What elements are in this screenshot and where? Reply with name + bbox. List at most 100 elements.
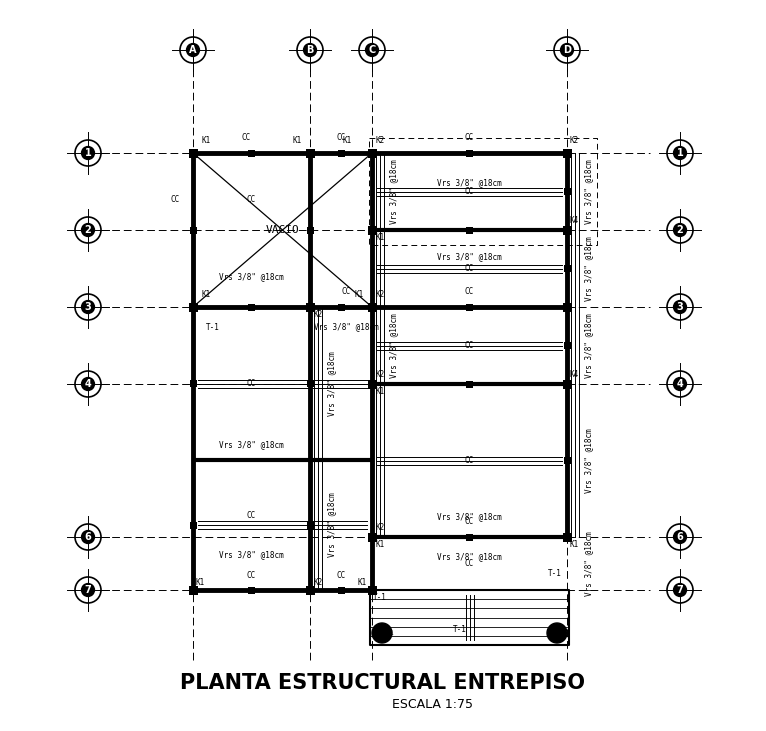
Bar	[562, 225, 571, 235]
Text: Vrs 3/8" @18cm: Vrs 3/8" @18cm	[219, 273, 284, 281]
Text: Vrs 3/8" @18cm: Vrs 3/8" @18cm	[389, 159, 398, 224]
Circle shape	[81, 300, 95, 314]
Text: VACIO: VACIO	[266, 225, 300, 235]
Bar	[564, 265, 571, 272]
Text: 2: 2	[676, 225, 683, 235]
Text: CC: CC	[247, 379, 256, 388]
Text: K1: K1	[196, 578, 205, 587]
Text: 4: 4	[676, 379, 683, 389]
Text: Vrs 3/8" @18cm: Vrs 3/8" @18cm	[584, 159, 594, 224]
Bar	[466, 227, 473, 233]
Text: K1: K1	[201, 290, 210, 299]
Circle shape	[673, 146, 687, 160]
Bar	[466, 534, 473, 540]
Circle shape	[81, 146, 95, 160]
Text: K1: K1	[375, 233, 385, 242]
Bar	[368, 225, 377, 235]
Text: K2: K2	[375, 370, 385, 379]
Text: 7: 7	[84, 585, 91, 595]
Bar	[368, 586, 377, 594]
Text: K4: K4	[570, 216, 579, 225]
Text: 2: 2	[84, 225, 91, 235]
Bar	[466, 303, 473, 311]
Text: Vrs 3/8" @18cm: Vrs 3/8" @18cm	[437, 252, 502, 261]
Text: 1: 1	[84, 148, 91, 158]
Circle shape	[303, 43, 317, 57]
Bar	[338, 150, 345, 156]
Text: CC: CC	[336, 134, 345, 143]
Text: K2: K2	[375, 136, 385, 145]
Text: CC: CC	[247, 570, 256, 580]
Bar	[306, 521, 313, 529]
Text: CC: CC	[170, 195, 179, 205]
Text: T-1: T-1	[548, 569, 562, 578]
Circle shape	[372, 623, 392, 643]
Circle shape	[186, 43, 200, 57]
Bar	[306, 303, 315, 311]
Bar	[189, 380, 197, 387]
Text: K1: K1	[201, 136, 210, 145]
Text: CC: CC	[336, 570, 345, 580]
Bar	[306, 586, 315, 594]
Text: Vrs 3/8" @18cm: Vrs 3/8" @18cm	[437, 512, 502, 521]
Bar	[368, 379, 377, 388]
Text: K4: K4	[570, 370, 579, 379]
Circle shape	[673, 300, 687, 314]
Text: K1: K1	[358, 578, 367, 587]
Bar	[368, 532, 377, 542]
Bar	[248, 586, 255, 594]
Text: ESCALA 1:75: ESCALA 1:75	[392, 699, 473, 711]
Text: K1: K1	[293, 136, 302, 145]
Circle shape	[547, 623, 567, 643]
Circle shape	[81, 583, 95, 597]
Text: Vrs 3/8" @18cm: Vrs 3/8" @18cm	[219, 441, 284, 450]
Text: PLANTA ESTRUCTURAL ENTREPISO: PLANTA ESTRUCTURAL ENTREPISO	[181, 673, 585, 693]
Text: K1: K1	[342, 136, 352, 145]
Bar	[248, 303, 255, 311]
Text: 6: 6	[676, 532, 683, 542]
Text: Vrs 3/8" @18cm: Vrs 3/8" @18cm	[328, 493, 336, 557]
Text: 1: 1	[676, 148, 683, 158]
Bar	[562, 303, 571, 311]
Text: CC: CC	[465, 456, 474, 465]
Circle shape	[81, 530, 95, 544]
Text: 7: 7	[676, 585, 683, 595]
Text: D: D	[563, 45, 571, 55]
Text: CC: CC	[465, 559, 474, 568]
Circle shape	[673, 583, 687, 597]
Bar	[189, 521, 197, 529]
Bar	[306, 148, 315, 157]
Bar	[306, 380, 313, 387]
Text: Vrs 3/8" @18cm: Vrs 3/8" @18cm	[584, 236, 594, 301]
Text: K2: K2	[313, 578, 322, 587]
Circle shape	[560, 43, 574, 57]
Text: T-1: T-1	[373, 593, 387, 602]
Text: CC: CC	[247, 195, 256, 205]
Bar	[466, 150, 473, 156]
Bar	[189, 227, 197, 233]
Text: 3: 3	[676, 302, 683, 312]
Bar	[562, 148, 571, 157]
Bar	[564, 342, 571, 349]
Text: A: A	[189, 45, 197, 55]
Circle shape	[673, 377, 687, 391]
Circle shape	[81, 377, 95, 391]
Text: C-: C-	[550, 630, 558, 636]
Text: K2: K2	[375, 523, 385, 532]
Text: CC: CC	[342, 287, 351, 297]
Text: K1: K1	[375, 540, 385, 549]
Text: Vrs 3/8" @18cm: Vrs 3/8" @18cm	[584, 428, 594, 493]
Bar	[338, 303, 345, 311]
Text: T-1: T-1	[206, 322, 220, 331]
Text: CC: CC	[465, 341, 474, 350]
Text: Vrs 3/8" @18cm: Vrs 3/8" @18cm	[584, 531, 594, 596]
Bar	[564, 188, 571, 195]
Bar	[368, 148, 377, 157]
Text: Vrs 3/8" @18cm: Vrs 3/8" @18cm	[437, 178, 502, 187]
Text: Vrs 3/8" @18cm: Vrs 3/8" @18cm	[389, 313, 398, 378]
Bar	[188, 586, 198, 594]
Text: 4: 4	[84, 379, 91, 389]
Bar	[188, 148, 198, 157]
Bar	[188, 303, 198, 311]
Text: CC: CC	[465, 518, 474, 526]
